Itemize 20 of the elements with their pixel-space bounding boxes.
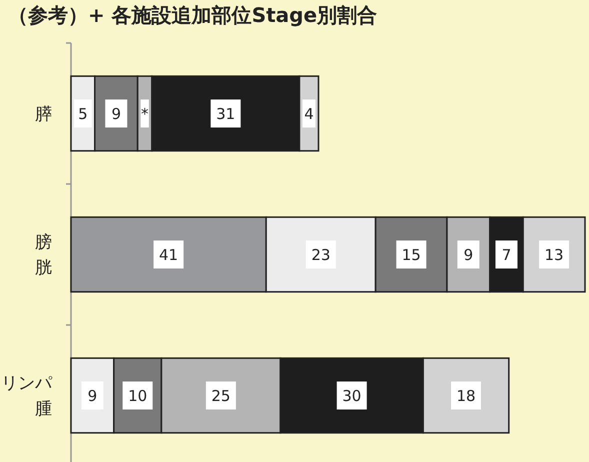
data-label: 30 bbox=[342, 386, 362, 405]
data-label: 5 bbox=[78, 104, 88, 123]
data-label: 23 bbox=[311, 246, 330, 264]
data-label: 18 bbox=[456, 386, 476, 405]
data-label: 7 bbox=[502, 246, 512, 264]
data-label: 4 bbox=[304, 104, 314, 123]
data-label: 9 bbox=[111, 104, 121, 123]
y-tick-label: 膵 bbox=[35, 104, 52, 125]
data-label: 9 bbox=[88, 386, 98, 405]
data-label: 31 bbox=[216, 104, 236, 123]
y-tick-label: リンパ腫 bbox=[1, 374, 53, 420]
y-tick-label: 膀胱 bbox=[35, 232, 52, 278]
data-label: 25 bbox=[211, 386, 230, 405]
data-label: 41 bbox=[159, 246, 178, 264]
data-label: 9 bbox=[464, 246, 474, 264]
data-label: 10 bbox=[128, 386, 148, 405]
chart-title: （参考）+ 各施設追加部位Stage別割合 bbox=[8, 3, 378, 27]
data-label: 15 bbox=[402, 246, 421, 264]
data-label: * bbox=[141, 104, 150, 123]
data-label: 13 bbox=[544, 246, 564, 264]
